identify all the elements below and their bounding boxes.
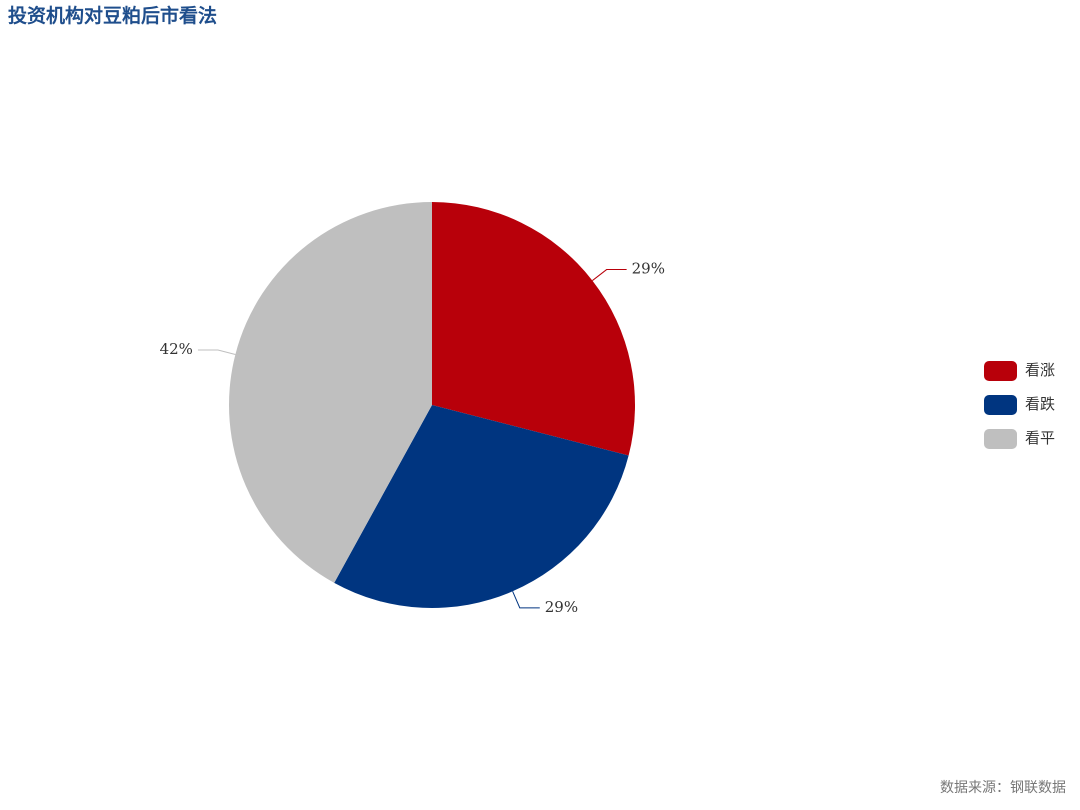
leader-line bbox=[197, 349, 236, 356]
legend-label: 看涨 bbox=[1025, 361, 1055, 379]
legend-swatch bbox=[984, 395, 1017, 415]
data-label: 29% bbox=[632, 260, 665, 278]
legend-swatch bbox=[984, 429, 1017, 449]
data-label: 29% bbox=[545, 598, 578, 616]
data-label: 42% bbox=[160, 340, 193, 358]
leader-line bbox=[592, 269, 627, 281]
legend-label: 看平 bbox=[1025, 429, 1055, 447]
source-note: 数据来源：钢联数据 bbox=[940, 780, 1066, 796]
leader-line bbox=[512, 591, 540, 609]
pie-slice bbox=[229, 202, 432, 583]
legend-swatch bbox=[984, 361, 1017, 381]
legend-label: 看跌 bbox=[1025, 395, 1055, 413]
pie-slice bbox=[334, 405, 629, 608]
pie-slice bbox=[432, 202, 635, 456]
chart-title: 投资机构对豆粕后市看法 bbox=[8, 4, 217, 27]
